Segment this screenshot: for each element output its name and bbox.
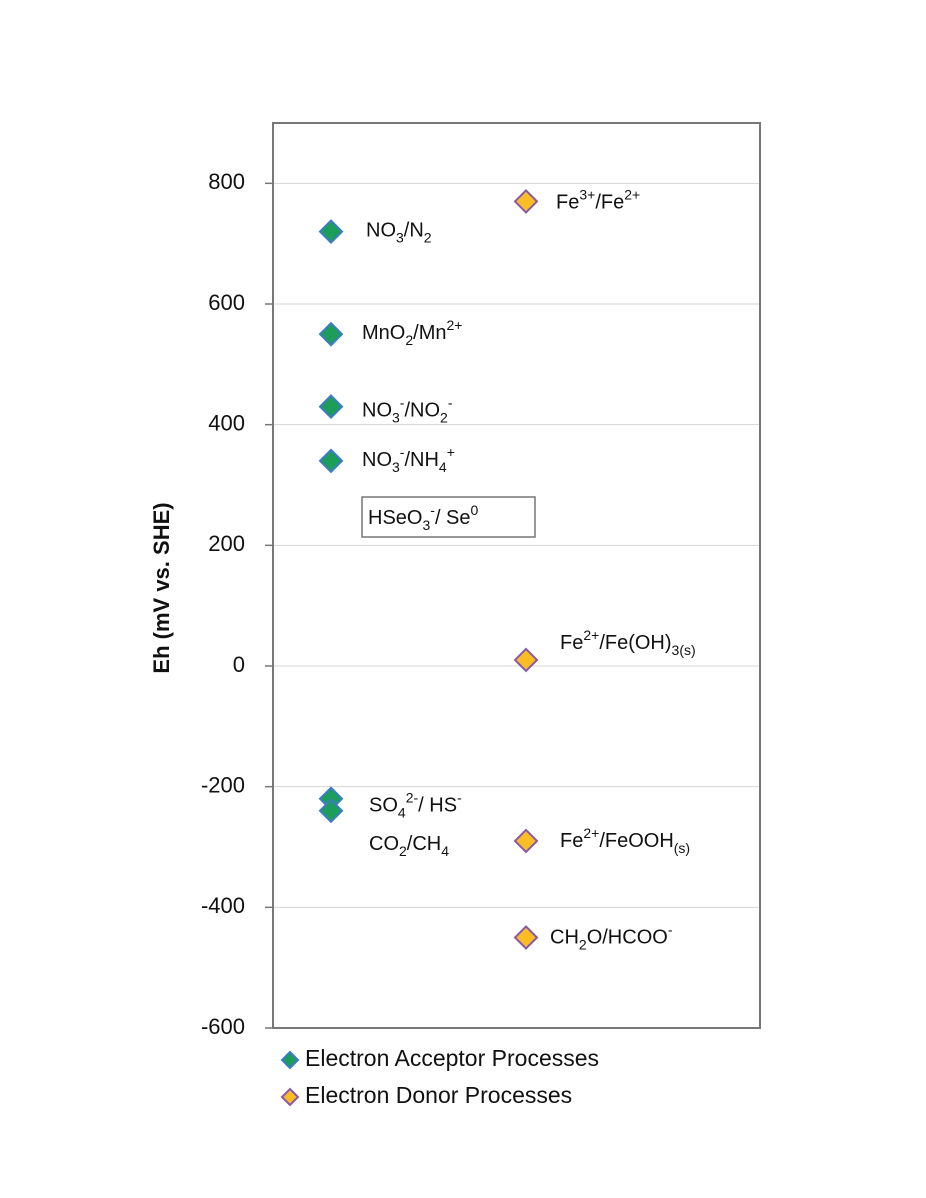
label-part: CH [550, 927, 579, 949]
point-label: Fe2+/Fe(OH)3(s) [560, 627, 696, 658]
marker [513, 925, 539, 950]
label-part: 2 [424, 229, 432, 245]
label-part: 0 [471, 502, 479, 518]
label-part: 2 [399, 843, 407, 859]
label-part: /Fe [595, 192, 624, 214]
label-part: /NO [404, 400, 440, 422]
label-part: + [447, 444, 455, 460]
point-label: MnO2/Mn2+ [362, 317, 462, 348]
point-label: NO3/N2 [366, 220, 432, 245]
y-tick-label: 800 [208, 169, 245, 194]
y-tick-label: 400 [208, 410, 245, 435]
label-part: (s) [674, 840, 690, 856]
label-part: /CH [407, 833, 441, 855]
marker [318, 219, 344, 245]
label-part: / HS [418, 795, 457, 817]
y-tick-label: -400 [201, 893, 245, 918]
label-part: 3 [396, 229, 404, 245]
annotation: HSeO3-/ Se0 [368, 502, 479, 533]
label-part: 4 [439, 459, 447, 475]
point-label: NO3-/NO2- [362, 394, 453, 425]
label-part: 4 [398, 804, 406, 820]
plot-frame [272, 122, 761, 1029]
marker [280, 1050, 300, 1070]
label-part: 2 [440, 409, 448, 425]
label-part: - [457, 789, 462, 805]
marker [513, 828, 539, 854]
label-part: - [400, 444, 405, 460]
label-part: /N [404, 220, 424, 242]
point-label: SO42-/ HS- [369, 789, 462, 820]
marker [318, 321, 344, 347]
label-part: NO [366, 220, 396, 242]
label-part: / Se [435, 507, 471, 529]
label-part: SO [369, 795, 398, 817]
label-part: 2- [406, 789, 419, 805]
point-label: Fe3+/Fe2+ [556, 186, 640, 214]
legend-label: Electron Donor Processes [305, 1082, 572, 1108]
marker [318, 798, 344, 824]
point-label: NO3-/NH4+ [362, 444, 455, 475]
label-part: NO [362, 400, 392, 422]
label-part: 2+ [583, 825, 599, 841]
y-tick-label: 200 [208, 531, 245, 556]
marker [318, 394, 344, 419]
label-part: 2+ [583, 627, 599, 643]
label-part: 2+ [446, 317, 462, 333]
label-part: 3+ [579, 186, 595, 202]
marker [513, 189, 539, 214]
label-part: /FeOOH [599, 830, 673, 852]
label-part: 3 [392, 459, 400, 475]
label-part: 3(s) [672, 642, 696, 658]
y-tick-label: -600 [201, 1014, 245, 1039]
point-label: CO2/CH4 [369, 833, 449, 858]
y-axis-title: Eh (mV vs. SHE) [149, 502, 174, 673]
label-part: NO [362, 449, 392, 471]
label-part: Fe [560, 830, 583, 852]
point-label: Fe2+/FeOOH(s) [560, 825, 690, 856]
y-tick-label: -200 [201, 772, 245, 797]
point-label: CH2O/HCOO- [550, 921, 673, 952]
label-part: - [668, 921, 673, 937]
label-part: MnO [362, 322, 405, 344]
label-part: 2 [405, 332, 413, 348]
label-part: 3 [422, 517, 430, 533]
label-part: Fe [560, 632, 583, 654]
label-part: - [430, 502, 435, 518]
label-part: /Fe(OH) [599, 632, 671, 654]
label-part: Fe [556, 192, 579, 214]
label-part: /NH [404, 449, 438, 471]
marker [280, 1087, 300, 1107]
label-part: 2+ [624, 186, 640, 202]
y-tick-label: 0 [233, 652, 245, 677]
label-part: - [400, 394, 405, 410]
marker [513, 647, 539, 673]
legend-label: Electron Acceptor Processes [305, 1045, 599, 1071]
label-part: 2 [579, 936, 587, 952]
label-part: CO [369, 833, 399, 855]
y-tick-label: 600 [208, 290, 245, 315]
label-part: 4 [441, 843, 449, 859]
label-part: 3 [392, 409, 400, 425]
label-part: - [448, 394, 453, 410]
label-part: HSeO [368, 507, 422, 529]
label-part: O/HCOO [587, 927, 668, 949]
label-part: /Mn [413, 322, 446, 344]
annotation-box [361, 496, 536, 538]
marker [318, 448, 344, 474]
